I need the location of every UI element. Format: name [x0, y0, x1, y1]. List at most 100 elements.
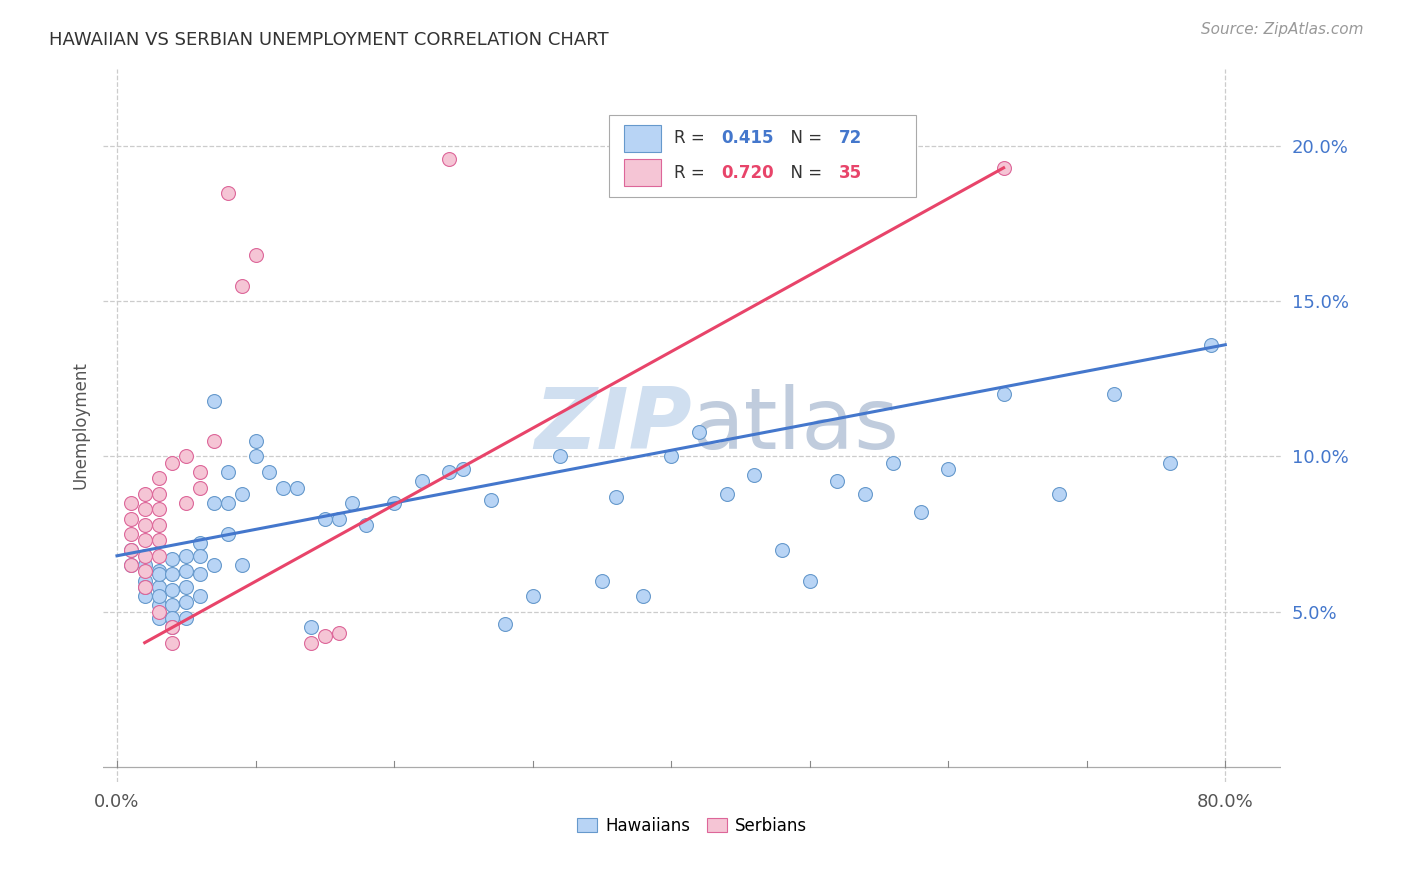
- Point: [202, 496, 225, 510]
- Point: [285, 481, 308, 495]
- Point: [827, 475, 849, 489]
- Point: [120, 558, 142, 573]
- Point: [993, 387, 1015, 401]
- Text: ZIP: ZIP: [534, 384, 692, 467]
- Text: atlas: atlas: [692, 384, 900, 467]
- Point: [231, 486, 253, 500]
- Point: [188, 549, 211, 563]
- Text: 72: 72: [839, 129, 862, 147]
- Point: [134, 564, 156, 578]
- Point: [411, 475, 433, 489]
- Point: [217, 186, 239, 200]
- Point: [328, 626, 350, 640]
- Point: [148, 564, 170, 578]
- Text: N =: N =: [780, 164, 828, 182]
- Point: [120, 558, 142, 573]
- Point: [188, 536, 211, 550]
- Point: [1159, 456, 1181, 470]
- Text: 0.415: 0.415: [721, 129, 773, 147]
- Point: [770, 542, 793, 557]
- Point: [174, 496, 197, 510]
- Point: [162, 620, 184, 634]
- Point: [134, 580, 156, 594]
- Point: [188, 481, 211, 495]
- Point: [120, 542, 142, 557]
- Text: R =: R =: [675, 164, 710, 182]
- Point: [936, 462, 959, 476]
- Point: [202, 434, 225, 448]
- Point: [245, 248, 267, 262]
- Text: 0.720: 0.720: [721, 164, 773, 182]
- Point: [217, 527, 239, 541]
- Point: [188, 465, 211, 479]
- Point: [134, 549, 156, 563]
- Point: [134, 580, 156, 594]
- Point: [591, 574, 613, 588]
- Point: [134, 486, 156, 500]
- Point: [742, 468, 765, 483]
- FancyBboxPatch shape: [609, 115, 915, 197]
- Point: [659, 450, 682, 464]
- Point: [245, 434, 267, 448]
- Point: [174, 611, 197, 625]
- Text: R =: R =: [675, 129, 710, 147]
- Point: [162, 611, 184, 625]
- Point: [174, 549, 197, 563]
- Point: [148, 549, 170, 563]
- Point: [356, 517, 378, 532]
- Point: [162, 567, 184, 582]
- Point: [174, 450, 197, 464]
- Text: N =: N =: [780, 129, 828, 147]
- Point: [271, 481, 294, 495]
- Point: [314, 511, 336, 525]
- Point: [853, 486, 876, 500]
- Point: [633, 589, 655, 603]
- Point: [231, 558, 253, 573]
- Point: [882, 456, 904, 470]
- Point: [174, 564, 197, 578]
- Point: [174, 580, 197, 594]
- Point: [162, 636, 184, 650]
- Point: [162, 599, 184, 613]
- Point: [328, 511, 350, 525]
- Point: [188, 567, 211, 582]
- Point: [148, 471, 170, 485]
- Point: [148, 580, 170, 594]
- Point: [162, 456, 184, 470]
- Point: [342, 496, 364, 510]
- Point: [148, 502, 170, 516]
- Point: [202, 558, 225, 573]
- Point: [799, 574, 821, 588]
- Text: Source: ZipAtlas.com: Source: ZipAtlas.com: [1201, 22, 1364, 37]
- Point: [148, 567, 170, 582]
- Point: [120, 542, 142, 557]
- Y-axis label: Unemployment: Unemployment: [72, 361, 89, 490]
- Point: [299, 636, 322, 650]
- Point: [134, 517, 156, 532]
- Point: [245, 450, 267, 464]
- Point: [134, 558, 156, 573]
- Point: [134, 574, 156, 588]
- Point: [453, 462, 475, 476]
- Point: [148, 599, 170, 613]
- Point: [148, 517, 170, 532]
- Point: [439, 152, 461, 166]
- Point: [688, 425, 710, 439]
- Point: [202, 393, 225, 408]
- Point: [162, 620, 184, 634]
- Point: [314, 630, 336, 644]
- Text: 35: 35: [839, 164, 862, 182]
- Point: [522, 589, 544, 603]
- Point: [231, 278, 253, 293]
- Point: [550, 450, 572, 464]
- Point: [148, 605, 170, 619]
- Point: [162, 552, 184, 566]
- Point: [134, 533, 156, 548]
- Point: [148, 589, 170, 603]
- Point: [162, 582, 184, 597]
- Point: [148, 611, 170, 625]
- Point: [134, 502, 156, 516]
- Point: [910, 505, 932, 519]
- Point: [494, 617, 516, 632]
- Point: [1047, 486, 1070, 500]
